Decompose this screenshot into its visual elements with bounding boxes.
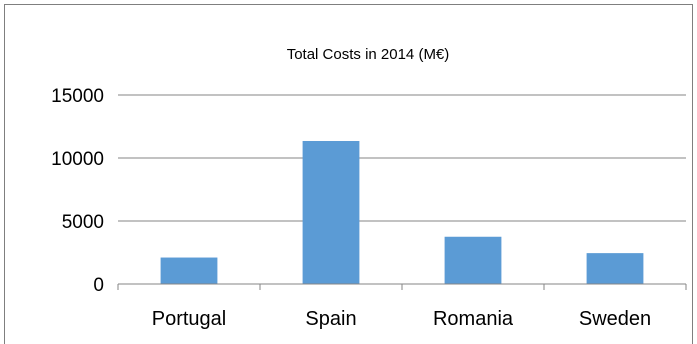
chart-title: Total Costs in 2014 (M€): [287, 46, 450, 63]
x-tick-label-sweden: Sweden: [579, 308, 651, 330]
x-tick-label-portugal: Portugal: [152, 308, 227, 330]
chart-frame: Total Costs in 2014 (M€) 0 5000 10000 15000…: [4, 4, 693, 344]
bar-portugal: [160, 257, 218, 284]
x-tick-label-spain: Spain: [305, 308, 356, 330]
y-tick-label: 5000: [62, 212, 104, 233]
y-tick-label: 15000: [51, 86, 104, 107]
axis-layer: [117, 283, 687, 290]
bar-romania: [444, 236, 502, 284]
x-tick-label-romania: Romania: [433, 308, 514, 330]
label-layer: 0 5000 10000 15000 Portugal Spain Romania Swede…: [51, 86, 651, 330]
bar-spain: [302, 140, 360, 284]
bar-layer: [160, 140, 644, 284]
bar-sweden: [586, 253, 644, 284]
y-tick-label: 0: [93, 275, 104, 296]
y-tick-label: 10000: [51, 149, 104, 170]
bar-chart: Total Costs in 2014 (M€) 0 5000 10000 15000…: [51, 46, 687, 330]
grid-layer: [118, 94, 686, 222]
